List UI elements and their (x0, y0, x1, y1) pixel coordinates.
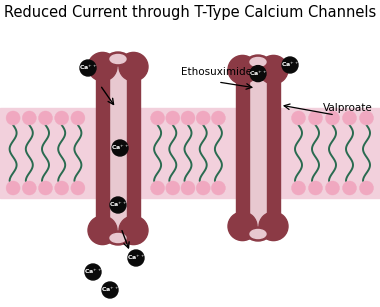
Circle shape (181, 111, 195, 125)
Text: Ca$^{++}$: Ca$^{++}$ (101, 285, 119, 294)
FancyBboxPatch shape (109, 55, 127, 242)
Circle shape (150, 111, 165, 125)
Circle shape (6, 111, 20, 125)
Circle shape (309, 111, 323, 125)
Circle shape (128, 250, 144, 266)
Text: Ca$^{++}$: Ca$^{++}$ (79, 63, 97, 72)
Circle shape (150, 181, 165, 195)
FancyBboxPatch shape (96, 55, 109, 242)
Ellipse shape (107, 52, 129, 66)
Circle shape (309, 181, 323, 195)
Circle shape (71, 111, 85, 125)
Circle shape (326, 181, 339, 195)
Circle shape (342, 181, 356, 195)
Ellipse shape (119, 52, 148, 81)
Circle shape (71, 181, 85, 195)
Ellipse shape (259, 212, 288, 241)
Ellipse shape (110, 234, 126, 243)
Circle shape (196, 181, 210, 195)
Circle shape (80, 60, 96, 76)
Circle shape (211, 111, 225, 125)
Circle shape (211, 181, 225, 195)
Text: Valproate: Valproate (323, 103, 373, 113)
Circle shape (359, 111, 374, 125)
Text: Ca$^{++}$: Ca$^{++}$ (109, 200, 127, 209)
Ellipse shape (88, 52, 117, 81)
Text: Ethosuximide: Ethosuximide (180, 67, 252, 77)
Circle shape (291, 181, 306, 195)
Circle shape (110, 197, 126, 213)
Circle shape (342, 111, 356, 125)
Ellipse shape (88, 216, 117, 245)
Circle shape (166, 181, 180, 195)
Circle shape (291, 111, 306, 125)
Ellipse shape (228, 212, 257, 241)
Circle shape (22, 111, 36, 125)
Circle shape (55, 111, 69, 125)
Circle shape (102, 282, 118, 298)
Circle shape (38, 111, 52, 125)
Ellipse shape (107, 231, 129, 245)
Text: Ca$^{++}$: Ca$^{++}$ (249, 69, 267, 78)
FancyBboxPatch shape (267, 58, 280, 238)
Circle shape (181, 181, 195, 195)
Ellipse shape (247, 227, 269, 241)
Circle shape (196, 111, 210, 125)
Ellipse shape (259, 55, 288, 84)
Text: Ca$^{++}$: Ca$^{++}$ (127, 253, 145, 262)
Circle shape (250, 66, 266, 82)
Ellipse shape (119, 216, 148, 245)
Text: Reduced Current through T-Type Calcium Channels: Reduced Current through T-Type Calcium C… (4, 5, 376, 20)
Circle shape (38, 181, 52, 195)
Circle shape (85, 264, 101, 280)
Ellipse shape (250, 230, 266, 239)
Circle shape (166, 111, 180, 125)
Circle shape (6, 181, 20, 195)
Text: Ca$^{++}$: Ca$^{++}$ (111, 143, 129, 152)
Ellipse shape (250, 57, 266, 67)
Circle shape (326, 111, 339, 125)
Circle shape (22, 181, 36, 195)
FancyBboxPatch shape (236, 58, 249, 238)
Ellipse shape (110, 55, 126, 64)
FancyBboxPatch shape (0, 108, 380, 198)
FancyBboxPatch shape (127, 55, 140, 242)
Ellipse shape (228, 55, 257, 84)
Circle shape (55, 181, 69, 195)
Circle shape (282, 57, 298, 73)
Text: Ca$^{++}$: Ca$^{++}$ (84, 267, 102, 276)
Ellipse shape (247, 55, 269, 69)
FancyBboxPatch shape (249, 58, 267, 238)
Text: Ca$^{++}$: Ca$^{++}$ (281, 60, 299, 69)
Circle shape (359, 181, 374, 195)
Circle shape (112, 140, 128, 156)
